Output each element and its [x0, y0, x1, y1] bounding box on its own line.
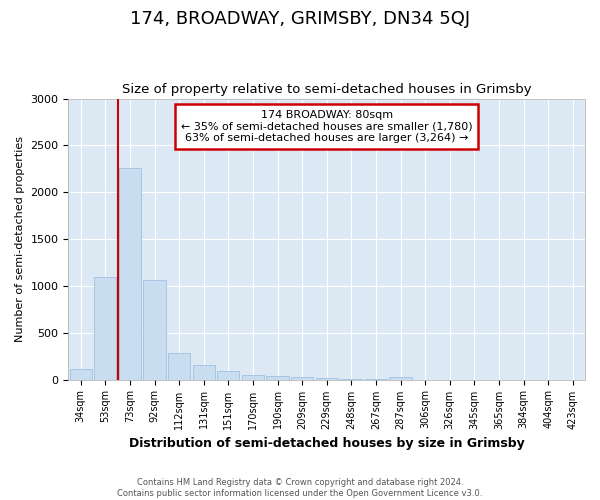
Bar	[70, 370, 92, 380]
Text: Contains HM Land Registry data © Crown copyright and database right 2024.
Contai: Contains HM Land Registry data © Crown c…	[118, 478, 482, 498]
Bar	[365, 379, 387, 380]
Title: Size of property relative to semi-detached houses in Grimsby: Size of property relative to semi-detach…	[122, 83, 532, 96]
Bar	[340, 378, 362, 380]
Bar	[266, 376, 289, 380]
Text: 174, BROADWAY, GRIMSBY, DN34 5QJ: 174, BROADWAY, GRIMSBY, DN34 5QJ	[130, 10, 470, 28]
Bar	[291, 377, 313, 380]
X-axis label: Distribution of semi-detached houses by size in Grimsby: Distribution of semi-detached houses by …	[129, 437, 524, 450]
Text: 174 BROADWAY: 80sqm
← 35% of semi-detached houses are smaller (1,780)
63% of sem: 174 BROADWAY: 80sqm ← 35% of semi-detach…	[181, 110, 473, 143]
Bar	[217, 371, 239, 380]
Bar	[389, 377, 412, 380]
Bar	[168, 354, 190, 380]
Bar	[242, 375, 264, 380]
Bar	[94, 276, 116, 380]
Y-axis label: Number of semi-detached properties: Number of semi-detached properties	[15, 136, 25, 342]
Bar	[193, 365, 215, 380]
Bar	[316, 378, 338, 380]
Bar	[119, 168, 141, 380]
Bar	[143, 280, 166, 380]
